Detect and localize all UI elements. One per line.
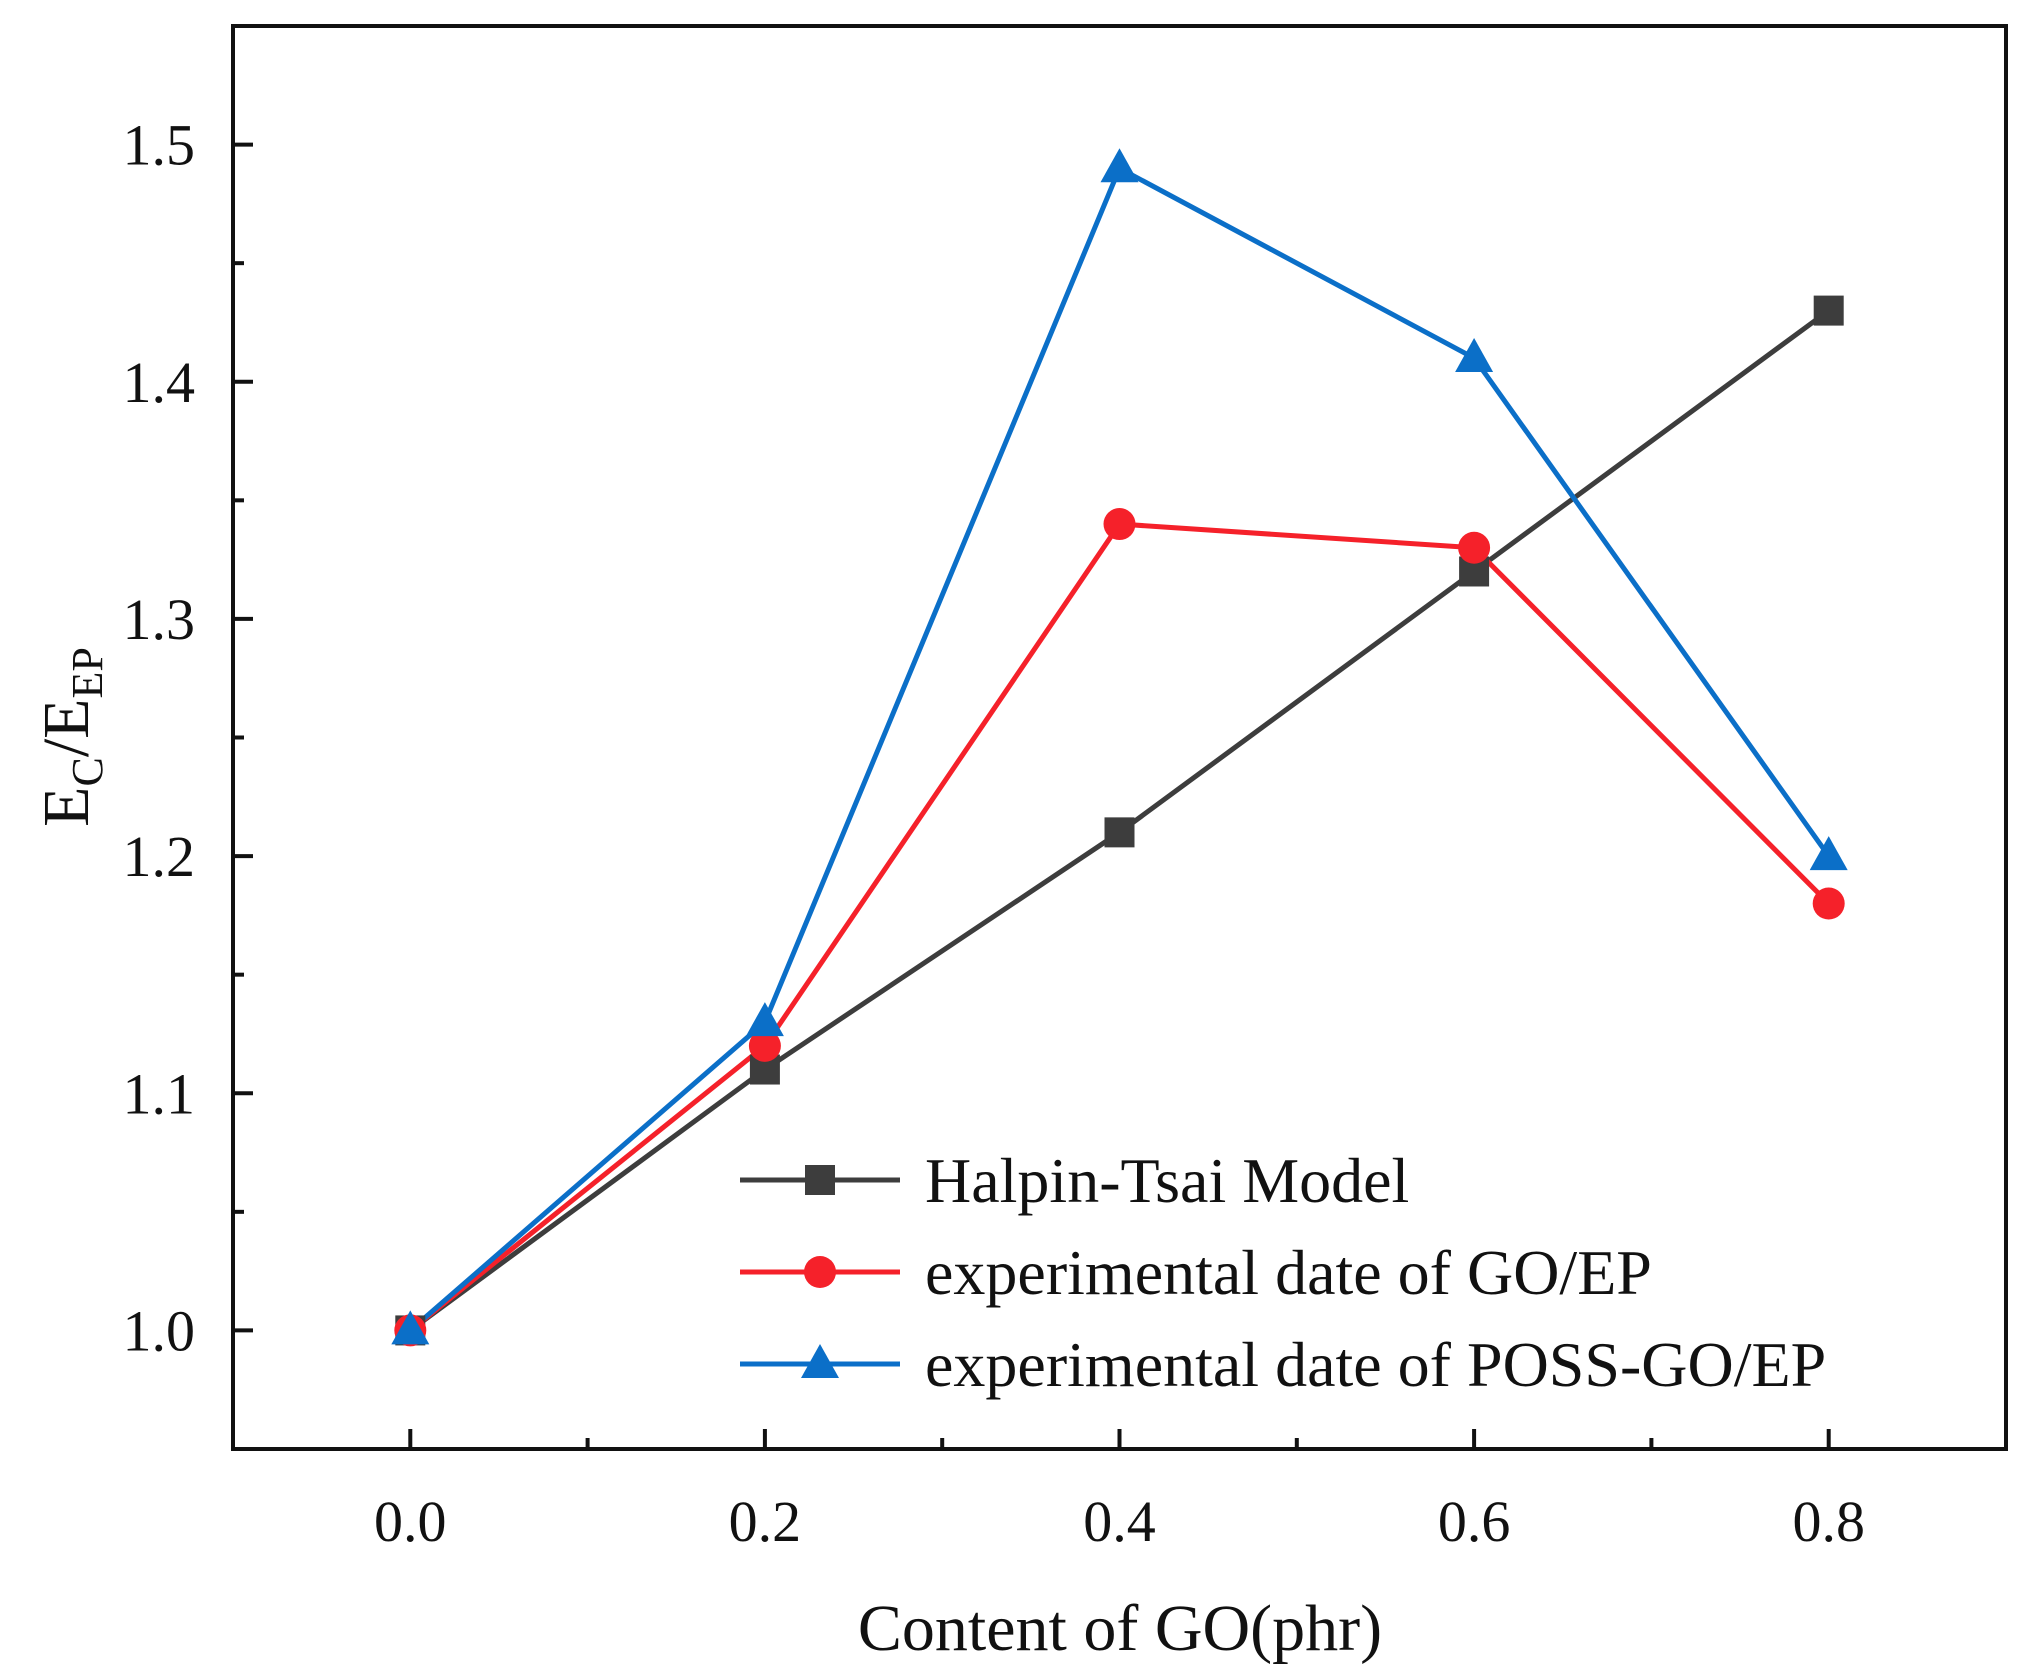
legend-label: experimental date of GO/EP (925, 1237, 1652, 1308)
data-point-square (1104, 817, 1135, 848)
data-point-triangle (745, 1002, 784, 1037)
legend-label: Halpin-Tsai Model (925, 1145, 1409, 1216)
data-point-triangle (1455, 338, 1494, 373)
data-point-triangle (1100, 148, 1139, 183)
y-tick-label: 1.4 (123, 350, 196, 415)
data-point-square (1813, 295, 1844, 326)
x-tick-label: 0.6 (1438, 1489, 1511, 1554)
legend-marker-triangle (801, 1344, 839, 1378)
y-tick-label: 1.1 (123, 1061, 196, 1126)
data-point-circle (748, 1029, 781, 1062)
legend-label: experimental date of POSS-GO/EP (925, 1329, 1826, 1400)
data-point-triangle (1809, 836, 1848, 871)
y-tick-label: 1.2 (123, 824, 196, 889)
legend: Halpin-Tsai Model experimental date of GO… (740, 1145, 1826, 1400)
x-tick-label: 0.4 (1083, 1489, 1156, 1554)
plot-frame (231, 24, 2008, 1451)
x-axis-title: Content of GO(phr) (858, 1592, 1382, 1665)
y-tick-label: 1.3 (123, 587, 196, 652)
axis-ticks: 0.0 0.2 0.4 0.6 0.8 1.0 1.1 1.2 1.3 1.4 1.5 (123, 113, 1865, 1554)
legend-marker-circle (804, 1256, 836, 1288)
x-tick-label: 0.0 (374, 1489, 447, 1554)
data-point-circle (1103, 508, 1136, 541)
data-point-circle (1812, 887, 1845, 920)
y-tick-label: 1.0 (123, 1298, 196, 1363)
y-tick-label: 1.5 (123, 113, 196, 178)
x-tick-label: 0.2 (729, 1489, 802, 1554)
data-point-triangle (391, 1310, 430, 1345)
legend-marker-square (805, 1165, 835, 1195)
data-point-circle (1458, 531, 1491, 564)
x-tick-label: 0.8 (1792, 1489, 1865, 1554)
series-markers (391, 148, 1848, 1347)
y-axis-title: EC/EEP (30, 647, 112, 827)
